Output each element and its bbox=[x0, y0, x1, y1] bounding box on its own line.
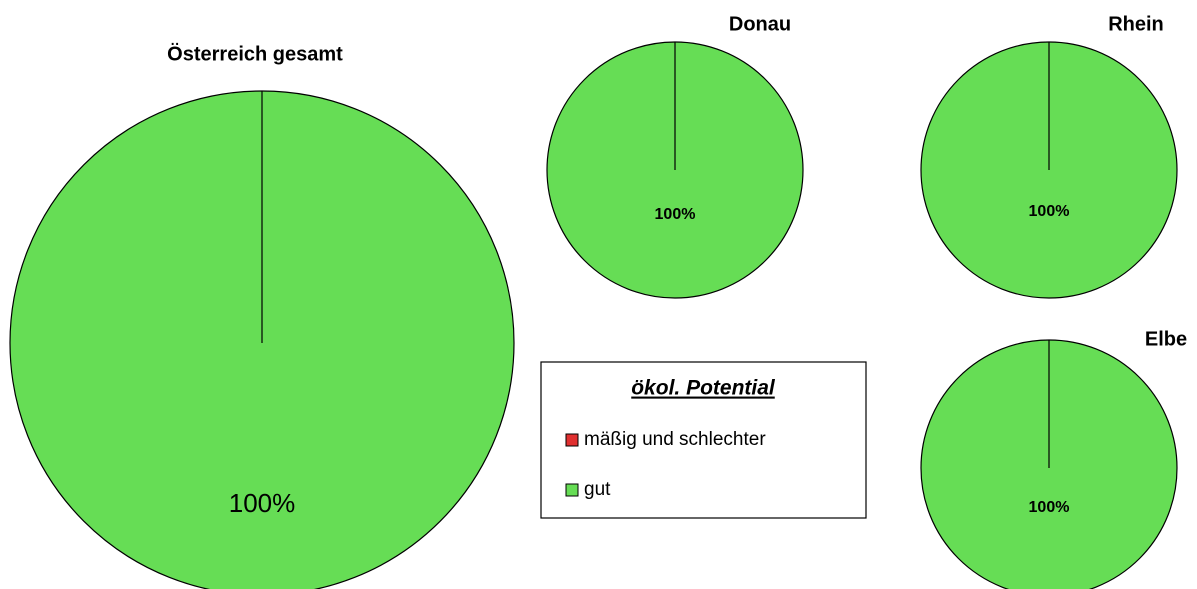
legend-title: ökol. Potential bbox=[631, 377, 776, 400]
data-label: 100% bbox=[655, 206, 696, 223]
legend-swatch bbox=[565, 483, 579, 497]
legend-box bbox=[540, 361, 867, 519]
data-label: 100% bbox=[1029, 499, 1070, 516]
chart-title: Rhein bbox=[1108, 13, 1164, 35]
data-label: 100% bbox=[229, 488, 296, 518]
chart-title: Elbe bbox=[1145, 328, 1187, 350]
chart-title: Donau bbox=[729, 13, 791, 35]
legend-label: mäßig und schlechter bbox=[584, 429, 766, 450]
data-label: 100% bbox=[1029, 203, 1070, 220]
legend-label: gut bbox=[584, 479, 611, 500]
chart-title: Österreich gesamt bbox=[167, 42, 343, 65]
legend-swatch bbox=[565, 433, 579, 447]
